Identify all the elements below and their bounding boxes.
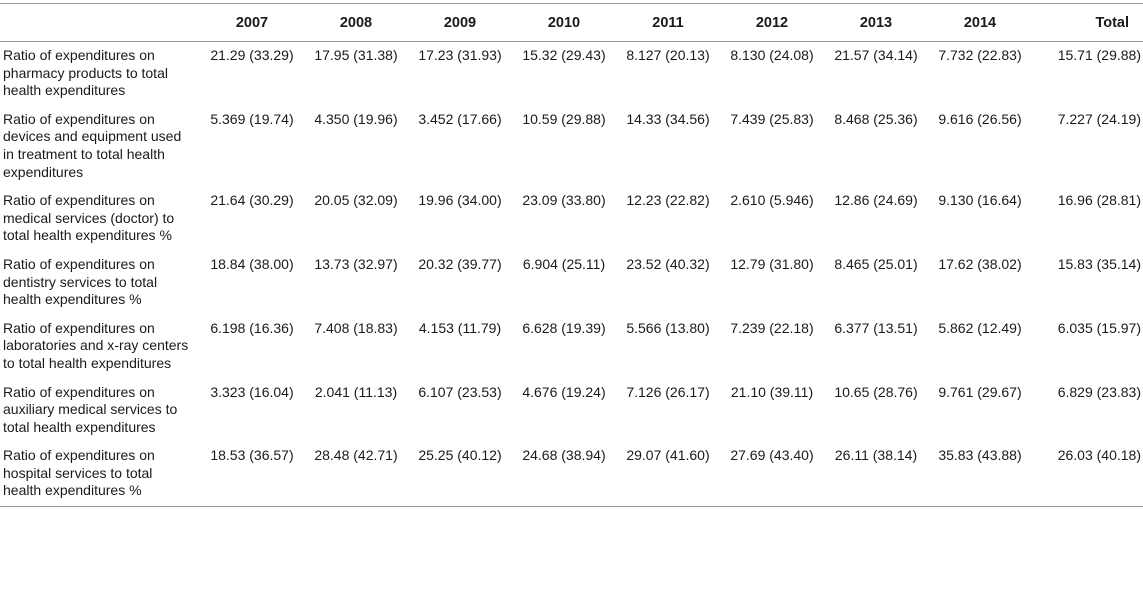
cell-2007: 18.84 (38.00): [210, 255, 294, 272]
cell-2013: 12.86 (24.69): [834, 192, 918, 209]
row-label: Ratio of expenditures on hospital servic…: [0, 442, 200, 508]
row-label: Ratio of expenditures on pharmacy produc…: [3, 47, 168, 99]
cell-2007: 18.53 (36.57): [200, 442, 304, 508]
cell-2012: 27.69 (43.40): [720, 442, 824, 508]
table-row-dentistry: Ratio of expenditures on dentistry servi…: [0, 251, 1143, 315]
cell-2009: 19.96 (34.00): [418, 192, 502, 209]
cell-2008: 28.48 (42.71): [304, 442, 408, 508]
cell-total: 15.83 (35.14): [1057, 255, 1141, 272]
header-cell-2007: 2007: [200, 3, 304, 42]
cell-2013: 21.57 (34.14): [834, 47, 918, 63]
cell-total: 6.829 (23.83): [1057, 383, 1141, 400]
cell-total: 15.71 (29.88): [1057, 47, 1141, 63]
cell-2012: 7.439 (25.83): [730, 110, 814, 127]
cell-2010: 6.904 (25.11): [522, 255, 606, 272]
header-row: 2007 2008 2009 2010 2011 2012 2013 2014 …: [0, 3, 1143, 42]
header-cell-2014: 2014: [928, 3, 1032, 42]
cell-2014: 7.732 (22.83): [938, 47, 1022, 63]
cell-2009: 20.32 (39.77): [418, 255, 502, 272]
cell-total: 26.03 (40.18): [1032, 442, 1143, 508]
cell-total: 16.96 (28.81): [1057, 192, 1141, 209]
cell-2012: 8.130 (24.08): [730, 47, 814, 63]
cell-2014: 35.83 (43.88): [928, 442, 1032, 508]
cell-2011: 8.127 (20.13): [626, 47, 710, 63]
row-label: Ratio of expenditures on auxiliary medic…: [3, 383, 178, 435]
header-cell-2010: 2010: [512, 3, 616, 42]
table-body: Ratio of expenditures on pharmacy produc…: [0, 42, 1143, 508]
cell-2008: 17.95 (31.38): [314, 47, 398, 63]
cell-2007: 3.323 (16.04): [210, 383, 294, 400]
cell-2008: 20.05 (32.09): [314, 192, 398, 209]
header-cell-2008: 2008: [304, 3, 408, 42]
cell-2011: 7.126 (26.17): [626, 383, 710, 400]
cell-2011: 23.52 (40.32): [626, 255, 710, 272]
table-row-devices-equipment: Ratio of expenditures on devices and equ…: [0, 106, 1143, 187]
table-row-medical-services: Ratio of expenditures on medical service…: [0, 187, 1143, 251]
header-cell-2012: 2012: [720, 3, 824, 42]
header-cell-2009: 2009: [408, 3, 512, 42]
cell-2010: 15.32 (29.43): [522, 47, 606, 63]
cell-2012: 12.79 (31.80): [730, 255, 814, 272]
header-cell-2013: 2013: [824, 3, 928, 42]
cell-2009: 4.153 (11.79): [418, 319, 502, 336]
cell-2013: 8.465 (25.01): [834, 255, 918, 272]
table-row-hospital-services: Ratio of expenditures on hospital servic…: [0, 442, 1143, 508]
cell-2011: 29.07 (41.60): [616, 442, 720, 508]
cell-2011: 12.23 (22.82): [626, 192, 710, 209]
cell-2014: 5.862 (12.49): [938, 319, 1022, 336]
cell-2013: 10.65 (28.76): [834, 383, 918, 400]
cell-2014: 9.616 (26.56): [938, 110, 1022, 127]
cell-2014: 17.62 (38.02): [938, 255, 1022, 272]
cell-2010: 23.09 (33.80): [522, 192, 606, 209]
cell-total: 7.227 (24.19): [1057, 110, 1141, 127]
cell-2007: 6.198 (16.36): [210, 319, 294, 336]
cell-2007: 21.29 (33.29): [210, 47, 294, 63]
table-row-laboratories-xray: Ratio of expenditures on laboratories an…: [0, 315, 1143, 379]
cell-2007: 21.64 (30.29): [210, 192, 294, 209]
cell-2014: 9.130 (16.64): [938, 192, 1022, 209]
header-cell-total: Total: [1032, 3, 1143, 42]
cell-2011: 14.33 (34.56): [626, 110, 710, 127]
cell-2010: 10.59 (29.88): [522, 110, 606, 127]
cell-2012: 2.610 (5.946): [730, 192, 814, 209]
row-label: Ratio of expenditures on dentistry servi…: [3, 255, 158, 308]
row-label: Ratio of expenditures on medical service…: [3, 192, 175, 244]
cell-2014: 9.761 (29.67): [938, 383, 1022, 400]
cell-2013: 26.11 (38.14): [824, 442, 928, 508]
cell-2013: 8.468 (25.36): [834, 110, 918, 127]
cell-total: 6.035 (15.97): [1057, 319, 1141, 336]
cell-2011: 5.566 (13.80): [626, 319, 710, 336]
header-cell-2011: 2011: [616, 3, 720, 42]
cell-2010: 6.628 (19.39): [522, 319, 606, 336]
cell-2008: 2.041 (11.13): [314, 383, 398, 400]
cell-2009: 17.23 (31.93): [418, 47, 502, 63]
cell-2010: 24.68 (38.94): [512, 442, 616, 508]
cell-2009: 6.107 (23.53): [418, 383, 502, 400]
table-row-pharmacy: Ratio of expenditures on pharmacy produc…: [0, 42, 1143, 106]
cell-2010: 4.676 (19.24): [522, 383, 606, 400]
row-label: Ratio of expenditures on laboratories an…: [3, 319, 189, 371]
cell-2008: 7.408 (18.83): [314, 319, 398, 336]
cell-2008: 13.73 (32.97): [314, 255, 398, 272]
table-row-auxiliary-medical: Ratio of expenditures on auxiliary medic…: [0, 379, 1143, 443]
header-cell-label: [0, 3, 200, 42]
cell-2012: 21.10 (39.11): [730, 383, 814, 400]
cell-2012: 7.239 (22.18): [730, 319, 814, 336]
cell-2008: 4.350 (19.96): [314, 110, 398, 127]
expenditure-ratio-table: 2007 2008 2009 2010 2011 2012 2013 2014 …: [0, 3, 1143, 508]
cell-2009: 3.452 (17.66): [418, 110, 502, 127]
cell-2013: 6.377 (13.51): [834, 319, 918, 336]
cell-2007: 5.369 (19.74): [210, 110, 294, 127]
row-label: Ratio of expenditures on devices and equ…: [3, 110, 182, 180]
cell-2009: 25.25 (40.12): [408, 442, 512, 508]
